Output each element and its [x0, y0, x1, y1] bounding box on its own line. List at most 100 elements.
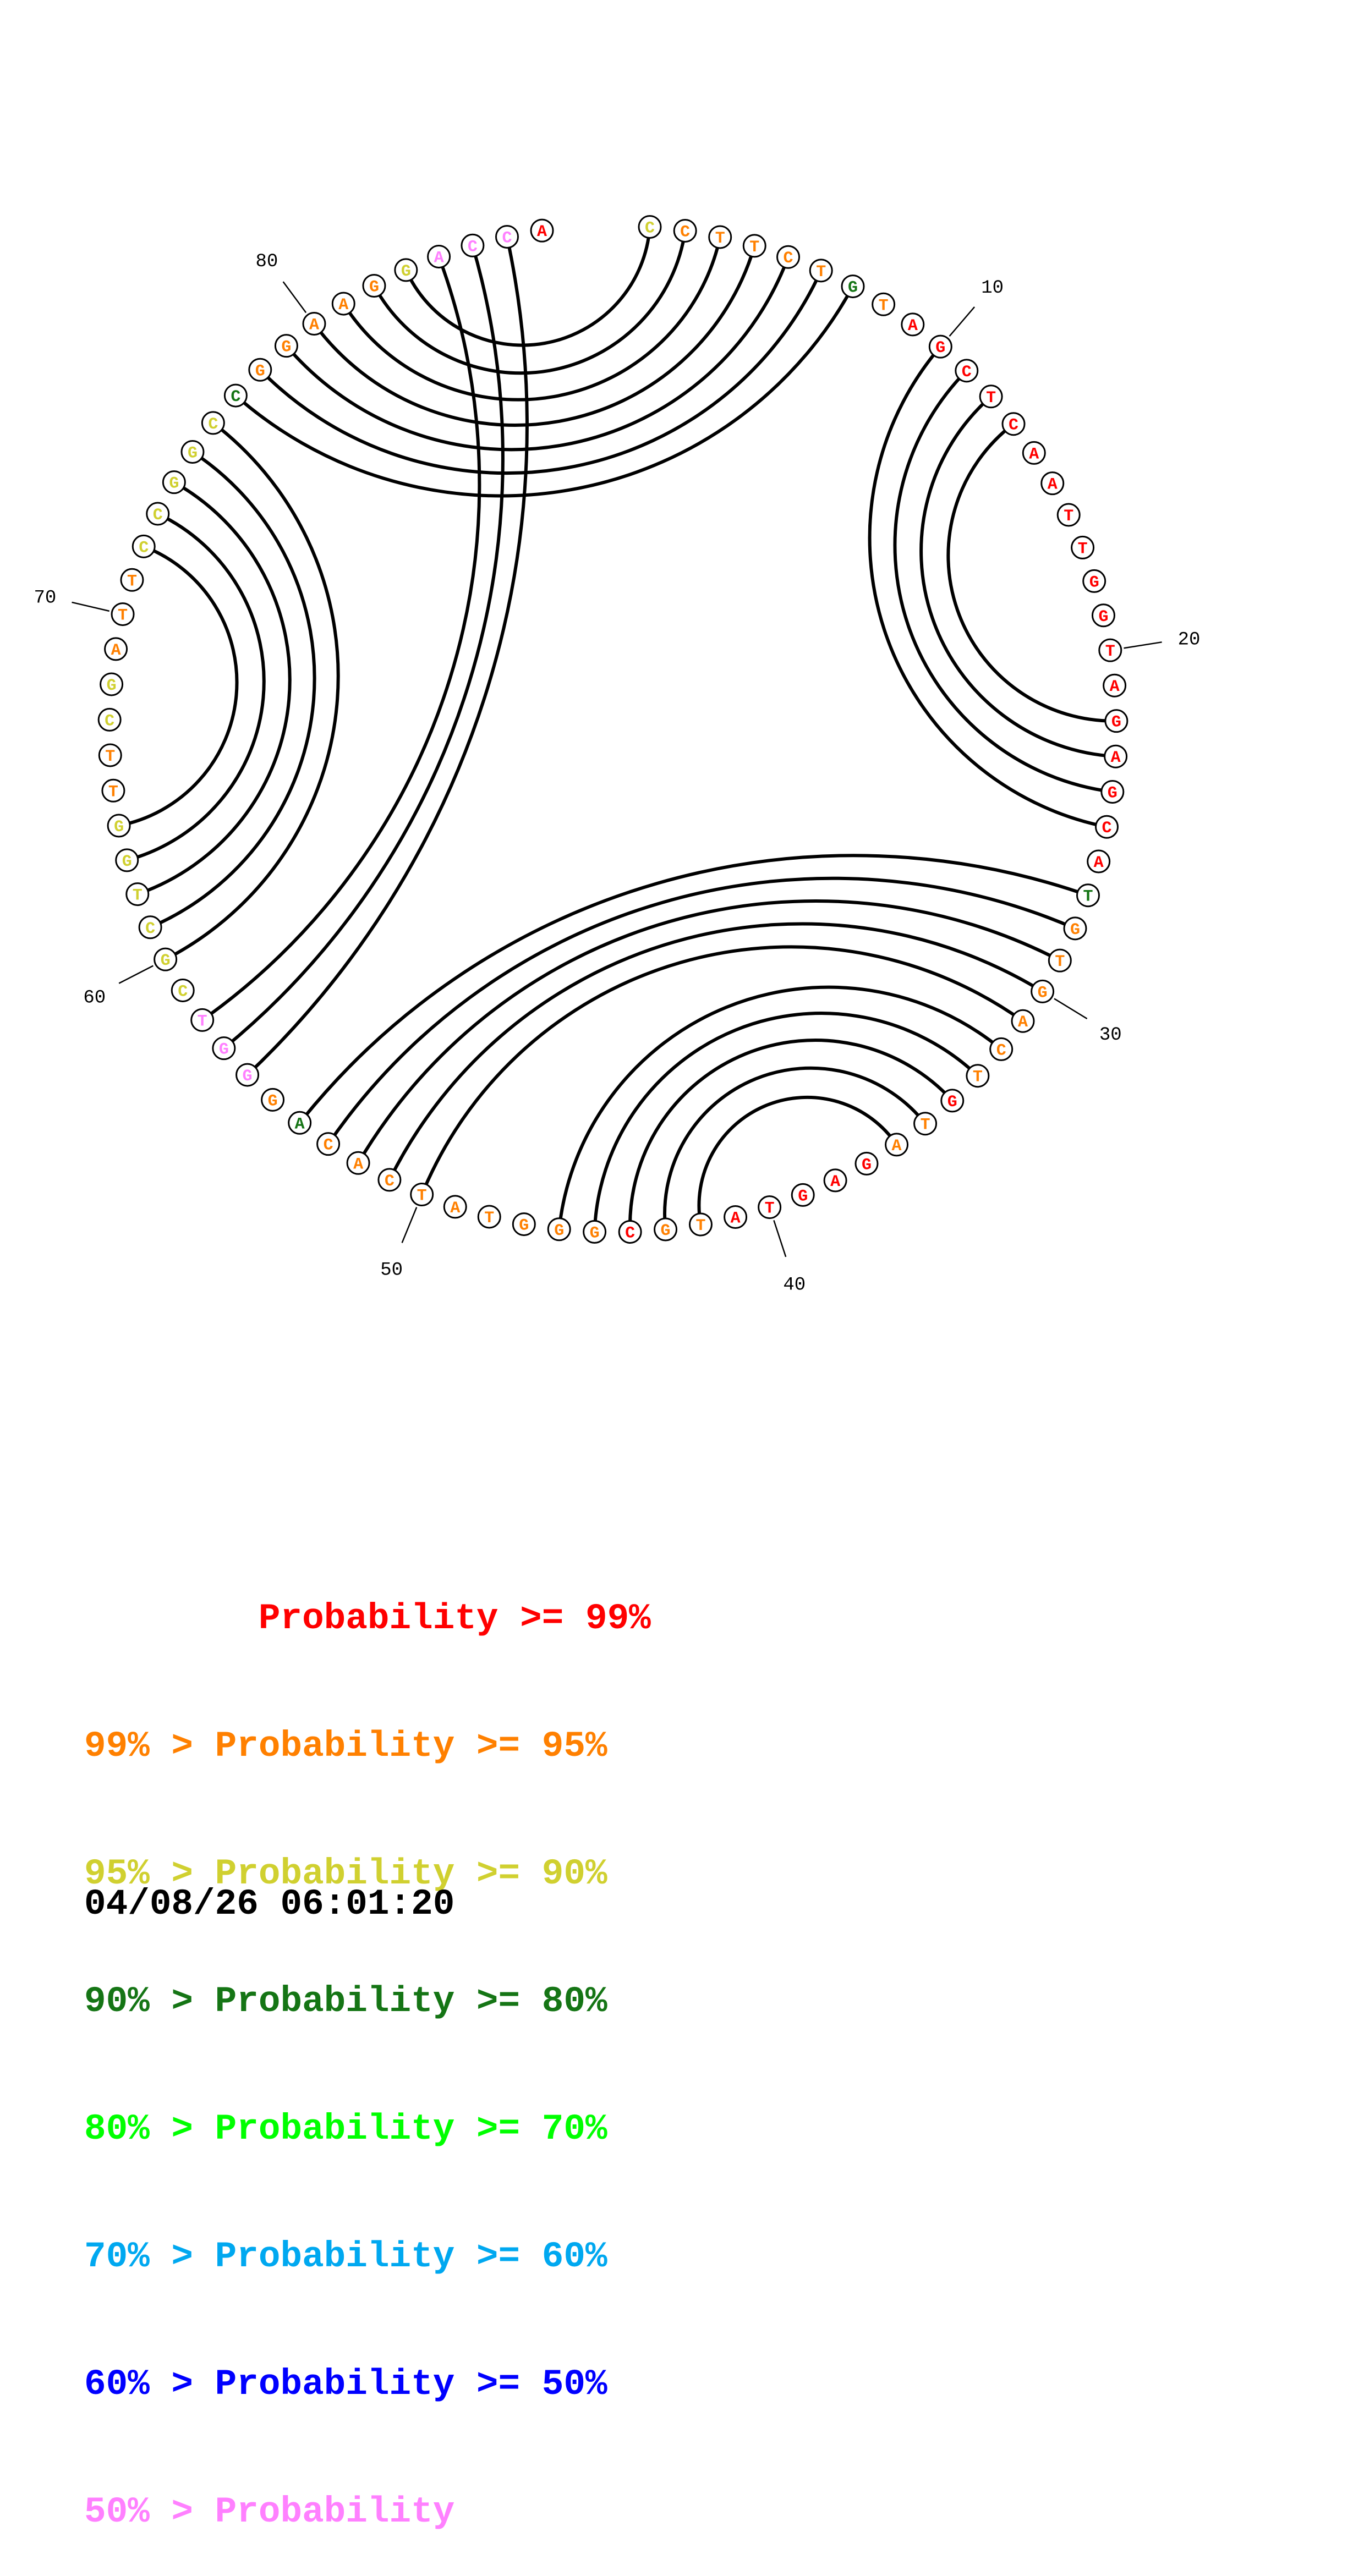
probability-legend: Probability >= 99% 99% > Probability >= …	[84, 1514, 651, 2576]
nucleotide-circle	[461, 233, 485, 257]
position-label: 70	[34, 588, 56, 609]
nucleotide: C	[638, 215, 662, 239]
nucleotide: G	[654, 1217, 678, 1242]
legend-label: Probability	[215, 2236, 455, 2277]
nucleotide-letter: A	[731, 1210, 741, 1228]
nucleotide-letter: C	[208, 415, 218, 434]
nucleotide: T	[688, 1212, 713, 1237]
base-pair-arc	[136, 481, 292, 896]
legend-prefix	[84, 1598, 259, 1639]
nucleotide: T	[101, 778, 125, 803]
position-label: 20	[1178, 629, 1201, 650]
nucleotide-letter: G	[1098, 608, 1108, 627]
nucleotide: T	[742, 234, 766, 258]
nucleotide: T	[979, 385, 1003, 409]
legend-label: Probability	[215, 2364, 455, 2405]
nucleotide-circle	[101, 778, 125, 803]
base-pair-arc	[628, 1039, 954, 1232]
nucleotide-letter: T	[715, 229, 725, 248]
nucleotide-circle	[940, 1089, 965, 1113]
nucleotide-circle	[132, 534, 156, 558]
nucleotide-letter: G	[401, 262, 411, 281]
nucleotide-letter: G	[369, 278, 379, 296]
nucleotide: A	[724, 1205, 748, 1229]
legend-row: Probability >= 99%	[84, 1596, 651, 1641]
nucleotide-circle	[841, 274, 865, 299]
nucleotide: C	[495, 224, 519, 249]
nucleotide: A	[443, 1195, 467, 1219]
legend-prefix: 90% >	[84, 1981, 215, 2022]
nucleotide-circle	[928, 334, 952, 359]
base-pair-arc	[593, 1012, 979, 1232]
base-pair-arc	[327, 876, 1076, 1145]
nucleotide: C	[146, 502, 170, 526]
nucleotide-circle	[1056, 503, 1081, 527]
position-ticks: 10 20 30 40 50 60 70 80	[34, 251, 1200, 1296]
nucleotide-circle	[138, 915, 162, 940]
nucleotide: C	[673, 218, 697, 243]
nucleotide: G	[583, 1220, 607, 1244]
nucleotide-letter: T	[198, 1012, 207, 1031]
nucleotide-letter: C	[324, 1136, 333, 1155]
nucleotide-letter: G	[219, 1041, 229, 1059]
nucleotide: A	[823, 1168, 847, 1193]
nucleotide-letter: G	[848, 279, 858, 298]
nucleotide-letter: T	[765, 1200, 775, 1218]
nucleotide-circle	[107, 814, 131, 838]
nucleotide-circle	[316, 1132, 341, 1156]
base-pair-arc	[126, 512, 266, 862]
nucleotide-circle	[1104, 744, 1128, 768]
nucleotide-letter: G	[243, 1067, 253, 1086]
nucleotide: T	[708, 225, 732, 249]
nucleotide: C	[618, 1220, 642, 1244]
nucleotide-letter: G	[1089, 573, 1099, 592]
base-pair-arc	[420, 945, 1024, 1195]
nucleotide-letter: C	[178, 982, 188, 1001]
nucleotide-letter: G	[1108, 784, 1118, 803]
nucleotide-letter: C	[385, 1172, 395, 1191]
base-pair-arc	[342, 237, 722, 402]
nucleotide-circle	[1071, 535, 1095, 559]
nucleotide: T	[120, 568, 144, 592]
legend-row: 80% > Probability >= 70%	[84, 2107, 651, 2152]
nucleotide-circle	[394, 258, 418, 282]
nucleotide: A	[1104, 744, 1128, 768]
nucleotide: G	[235, 1063, 260, 1087]
nucleotide-letter: C	[1102, 819, 1111, 838]
nucleotide-letter: T	[816, 263, 826, 282]
nucleotide-letter: A	[1111, 749, 1121, 767]
position-label: 40	[783, 1275, 806, 1295]
nucleotide-letter: T	[1055, 953, 1065, 971]
nucleotide-circle	[724, 1205, 748, 1229]
position-tick	[282, 281, 307, 314]
nucleotide: A	[885, 1133, 909, 1157]
nucleotide-letter: C	[468, 238, 478, 256]
position-label: 60	[83, 988, 106, 1009]
nucleotide-letter: G	[188, 444, 198, 463]
nucleotide-letter: G	[281, 338, 291, 357]
base-pair-arc	[868, 345, 1108, 829]
nucleotide-circle	[362, 273, 386, 298]
nucleotide-circle	[302, 312, 326, 336]
position-label: 10	[981, 278, 1004, 299]
base-pair-arc	[919, 395, 1116, 759]
nucleotide-circle	[100, 672, 124, 696]
nucleotide-letter: C	[962, 363, 972, 382]
legend-prefix: 50% >	[84, 2491, 215, 2533]
nucleotide: T	[1098, 638, 1122, 662]
nucleotide: A	[1040, 471, 1065, 496]
nucleotide-letter: G	[169, 475, 179, 493]
nucleotide-letter: A	[1018, 1013, 1028, 1032]
nucleotide: C	[461, 233, 485, 257]
nucleotide-circle	[966, 1064, 990, 1088]
nucleotide: T	[410, 1183, 434, 1207]
nucleotide-letter: T	[749, 238, 759, 257]
legend-suffix: >= 60%	[454, 2236, 607, 2277]
nucleotide: G	[928, 334, 952, 359]
nucleotide-letter: A	[353, 1155, 363, 1174]
nucleotide: G	[115, 848, 139, 872]
nucleotide-circle	[654, 1217, 678, 1242]
nucleotide: C	[223, 383, 248, 408]
position-tick	[118, 965, 154, 984]
nucleotide-circle	[1091, 603, 1115, 628]
